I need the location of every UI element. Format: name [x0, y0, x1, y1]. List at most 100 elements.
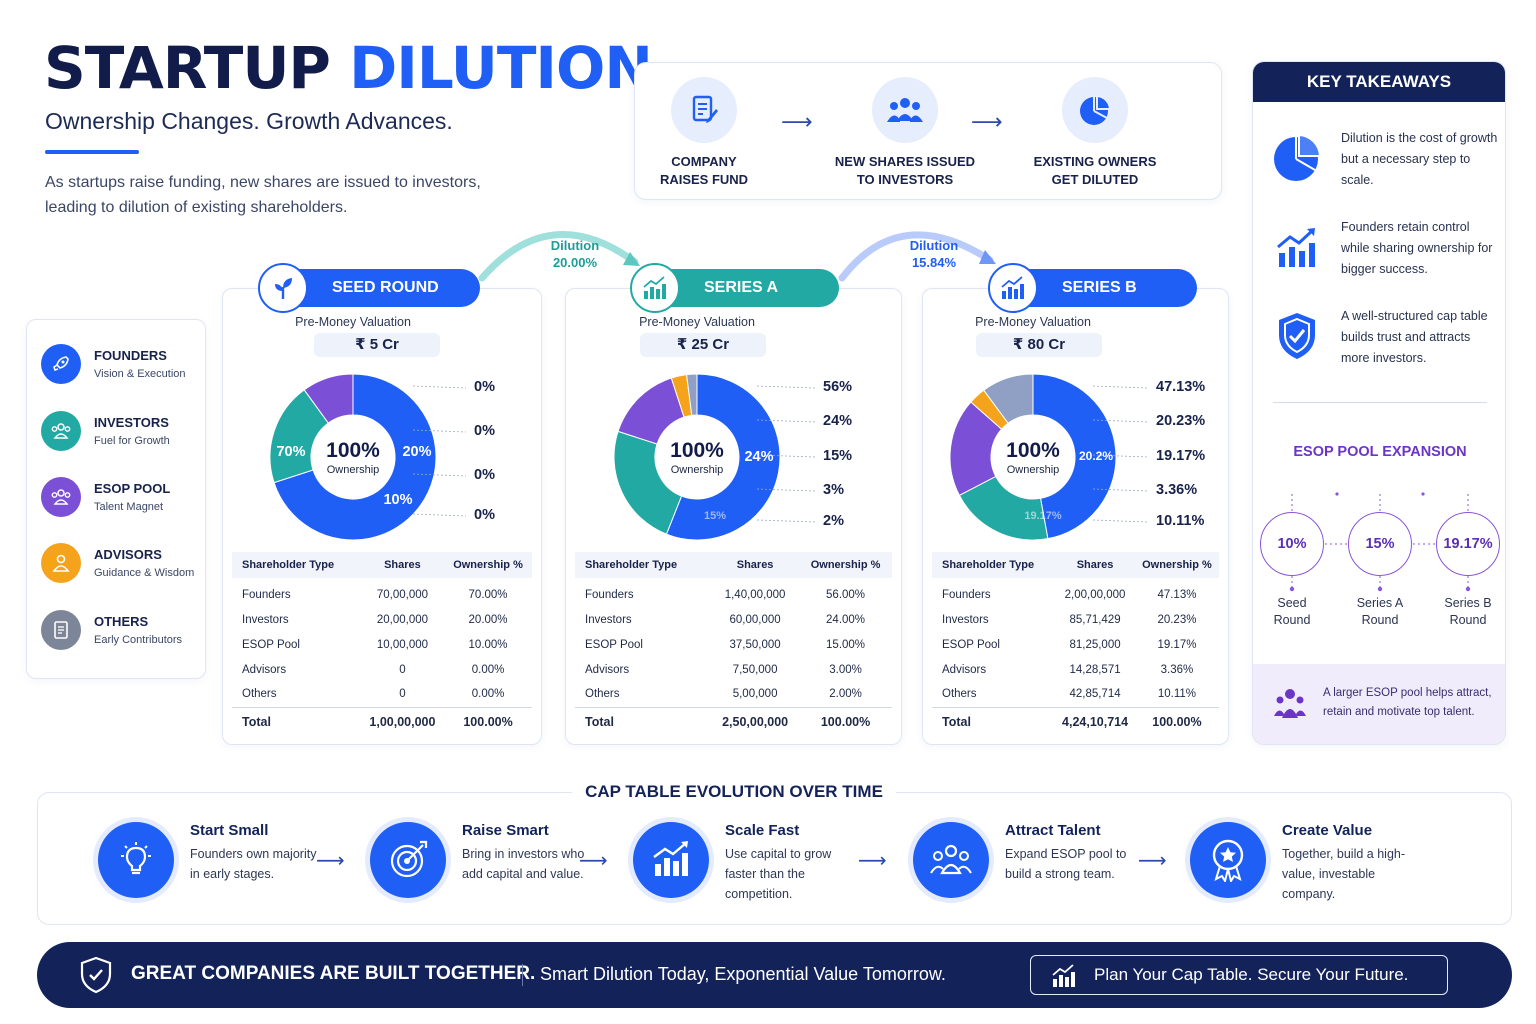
table-row: Investors 85,71,429 20.23% — [932, 607, 1219, 632]
round-header-pill: SERIES A — [630, 263, 839, 313]
table-cell: 2,00,00,000 — [1064, 588, 1126, 601]
table-cell: Advisors — [585, 663, 630, 676]
table-cell: Founders — [585, 588, 634, 601]
donut-callout-value: 0% — [474, 423, 495, 439]
valuation-value: ₹ 25 Cr — [640, 333, 766, 357]
flow-step-raise-fund: COMPANY RAISES FUND — [614, 77, 794, 189]
table-cell: 15.00% — [826, 638, 866, 651]
esop-step-line1: Series B — [1444, 596, 1492, 610]
esop-series-b-value: 19.17% — [1436, 512, 1500, 576]
dilution-label-1: Dilution 20.00% — [535, 237, 615, 271]
donut-callout-value: 47.13% — [1156, 379, 1206, 395]
dilution-title: Dilution — [909, 238, 959, 253]
table-row: Others 5,00,000 2.00% — [575, 682, 892, 707]
table-row: Investors 20,00,000 20.00% — [232, 607, 532, 632]
table-row: Founders 1,40,00,000 56.00% — [575, 582, 892, 607]
evolution-step-desc: Bring in investors who add capital and v… — [462, 847, 585, 881]
dilution-arrow-seed-to-a — [478, 231, 639, 282]
bar-chart-icon — [630, 263, 680, 313]
table-cell: 0.00% — [471, 663, 505, 676]
target-icon — [370, 822, 446, 898]
donut-center-value: 100% — [326, 439, 380, 462]
legend-item-esop-pool: ESOP POOL Talent Magnet — [41, 475, 207, 519]
shield-check-icon — [1271, 310, 1323, 362]
esop-step-line2: Round — [1361, 613, 1399, 627]
valuation-value: ₹ 5 Cr — [314, 333, 440, 357]
legend-item-investors: INVESTORS Fuel for Growth — [41, 409, 207, 453]
table-cell: Investors — [242, 613, 289, 626]
table-total-cell: Total — [575, 706, 712, 737]
table-cell: Others — [585, 688, 620, 701]
table-total-cell: 2,50,00,000 — [711, 706, 800, 737]
table-cell: 20.23% — [1157, 613, 1197, 626]
footer-banner: GREAT COMPANIES ARE BUILT TOGETHER. Smar… — [37, 942, 1512, 1008]
table-cell: ESOP Pool — [585, 638, 643, 651]
table-cell: 19.17% — [1157, 638, 1197, 651]
esop-step-label: Series A Round — [1340, 595, 1420, 629]
esop-step-line2: Round — [1273, 613, 1311, 627]
arrow-right-icon: ⟶ — [1138, 850, 1167, 872]
donut-callout-value: 24% — [823, 413, 853, 429]
table-cell: 70.00% — [468, 588, 508, 601]
team-icon — [913, 822, 989, 898]
donut-callout-value: 20.23% — [1156, 413, 1206, 429]
people-icon — [41, 411, 81, 451]
award-icon — [1190, 822, 1266, 898]
esop-connectors — [1289, 492, 1471, 592]
intro-text: As startups raise funding, new shares ar… — [45, 174, 481, 216]
table-cell: Advisors — [942, 663, 987, 676]
takeaway-text: Founders retain control while sharing ow… — [1341, 220, 1493, 276]
evolution-step-desc: Use capital to grow faster than the comp… — [725, 847, 832, 901]
table-cell: 42,85,714 — [1069, 688, 1121, 701]
table-header-cell: Ownership % — [444, 552, 532, 578]
document-icon — [41, 610, 81, 650]
table-header-cell: Shareholder Type — [232, 552, 361, 578]
tagline: Ownership Changes. Growth Advances. — [45, 108, 453, 134]
dilution-arrow-a-to-b — [838, 231, 994, 282]
flow-step-diluted: EXISTING OWNERS GET DILUTED — [1005, 77, 1185, 189]
legend-sub: Guidance & Wisdom — [94, 567, 195, 579]
table-cell: 56.00% — [826, 588, 866, 601]
esop-expansion-title: ESOP POOL EXPANSION — [1293, 444, 1467, 460]
people-icon — [41, 477, 81, 517]
title-part-1: STARTUP — [44, 34, 331, 102]
esop-note-text: A larger ESOP pool helps attract, retain… — [1323, 687, 1492, 718]
table-cell: Others — [242, 688, 277, 701]
legend-name: INVESTORS — [94, 415, 169, 430]
table-cell: 5,00,000 — [732, 688, 778, 701]
table-row: Founders 70,00,000 70.00% — [232, 582, 532, 607]
esop-step-line1: Seed — [1277, 596, 1307, 610]
donut-callout-value: 0% — [474, 467, 495, 483]
shareholding-table: Shareholder Type Shares Ownership % Founder… — [932, 552, 1219, 737]
table-row: ESOP Pool 37,50,000 15.00% — [575, 632, 892, 657]
pre-money-label: Pre-Money Valuation — [975, 315, 1091, 329]
esop-note: A larger ESOP pool helps attract, retain… — [1253, 664, 1505, 744]
table-cell: 37,50,000 — [729, 638, 781, 651]
donut-callout-value: 15% — [823, 448, 853, 464]
pie-chart-icon — [1271, 132, 1323, 184]
table-header-cell: Shares — [360, 552, 445, 578]
table-cell: 70,00,000 — [376, 588, 429, 601]
donut-callout-value: 3% — [823, 482, 844, 498]
lightbulb-icon — [98, 822, 174, 898]
table-row: Advisors 14,28,571 3.36% — [932, 657, 1219, 682]
table-cell: 3.36% — [1160, 663, 1194, 676]
arrow-right-icon: ⟶ — [971, 109, 1003, 134]
donut-slice-label: 24% — [744, 449, 774, 465]
arrow-right-icon: ⟶ — [858, 850, 887, 872]
table-cell: 0 — [399, 663, 406, 676]
table-cell: Others — [942, 688, 977, 701]
evolution-step-desc: Expand ESOP pool to build a strong team. — [1005, 847, 1127, 881]
round-header-pill: SERIES B — [988, 263, 1197, 313]
table-cell: 10.00% — [468, 638, 508, 651]
dilution-value: 15.84% — [911, 255, 957, 270]
table-cell: Founders — [942, 588, 991, 601]
donut-callout-value: 10.11% — [1156, 513, 1205, 529]
flow-step-line1: NEW SHARES ISSUED — [834, 154, 976, 169]
round-name: SERIES B — [1062, 279, 1137, 296]
table-cell: 20.00% — [468, 613, 508, 626]
round-header-pill: SEED ROUND — [258, 263, 480, 313]
plan-cap-table-button[interactable]: Plan Your Cap Table. Secure Your Future. — [1030, 955, 1448, 995]
table-total-row: Total 2,50,00,000 100.00% — [575, 706, 892, 737]
donut-slice-label: 15% — [703, 510, 727, 522]
